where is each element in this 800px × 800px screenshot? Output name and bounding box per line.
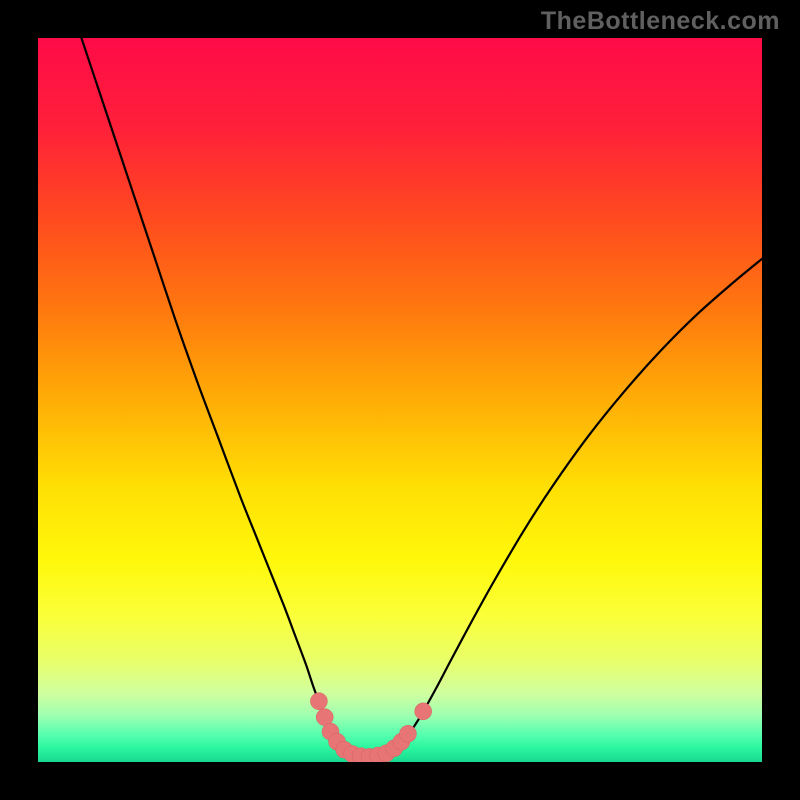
data-marker [415, 703, 432, 720]
data-marker [310, 693, 327, 710]
data-marker [399, 725, 416, 742]
plot-area [38, 38, 762, 762]
chart-svg [38, 38, 762, 762]
gradient-background [38, 38, 762, 762]
watermark-text: TheBottleneck.com [541, 7, 780, 36]
